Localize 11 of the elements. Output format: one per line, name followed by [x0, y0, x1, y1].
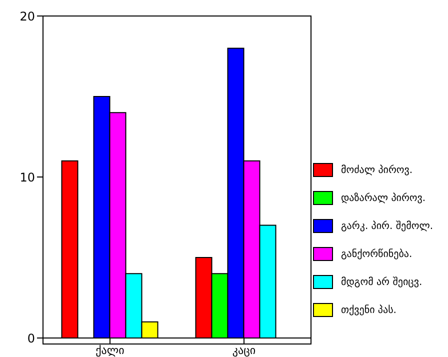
y-tick-label: 0 — [27, 331, 35, 346]
legend-label: გარკ. პირ. შემოლ. — [341, 220, 434, 232]
legend-label: თქვენი პას. — [341, 304, 396, 316]
legend-label: მოძალ პიროვ. — [341, 164, 413, 176]
legend-label: მდგომ არ შეიცვ. — [341, 276, 422, 288]
x-tick-label: ქალი — [96, 344, 125, 357]
y-tick-label: 20 — [20, 9, 35, 24]
y-tick-label: 10 — [20, 170, 35, 184]
legend-label: დაზარალ პიროვ. — [341, 192, 426, 204]
x-tick-label: კაცი — [232, 344, 256, 357]
legend-label: განქორწინება. — [341, 248, 412, 260]
